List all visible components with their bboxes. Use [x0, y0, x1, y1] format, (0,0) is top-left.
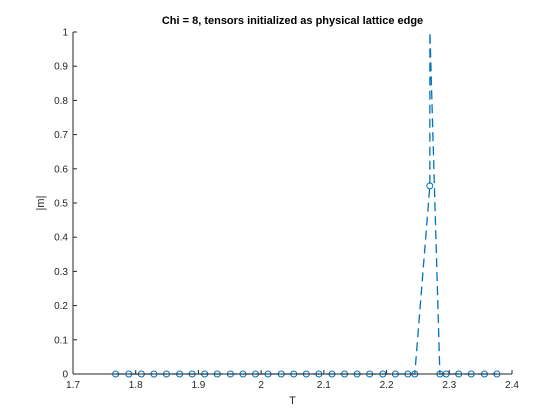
y-axis-label: |m| — [35, 196, 47, 211]
x-tick-label: 2.4 — [505, 380, 519, 391]
y-tick-label: 1 — [62, 28, 68, 39]
y-tick-label: 0.9 — [54, 62, 68, 73]
y-tick-label: 0.5 — [54, 199, 68, 210]
plot-area — [73, 32, 512, 374]
y-tick-label: 0.2 — [54, 301, 68, 312]
x-tick-label: 1.9 — [191, 380, 205, 391]
y-tick-label: 0 — [62, 370, 68, 381]
x-tick-label: 2 — [258, 380, 264, 391]
x-tick-label: 1.7 — [66, 380, 80, 391]
x-tick-label: 2.1 — [317, 380, 331, 391]
y-tick-label: 0.4 — [54, 233, 68, 244]
x-tick-label: 2.3 — [442, 380, 456, 391]
y-tick-label: 0.1 — [54, 335, 68, 346]
x-tick-label: 2.2 — [380, 380, 394, 391]
data-point — [426, 182, 434, 190]
y-tick-label: 0.8 — [54, 96, 68, 107]
y-tick-label: 0.3 — [54, 267, 68, 278]
x-axis-label: T — [289, 395, 296, 407]
chart-axes: 1.7 1.8 1.9 2 2.1 2.2 2.3 2.4 0 0.1 0.2 0.3 0.4 0.5 0.… — [54, 28, 519, 392]
y-tick-label: 0.6 — [54, 164, 68, 175]
x-tick-label: 1.8 — [129, 380, 143, 391]
y-tick-label: 0.7 — [54, 130, 68, 141]
chart-title: Chi = 8, tensors initialized as physical… — [162, 15, 423, 27]
